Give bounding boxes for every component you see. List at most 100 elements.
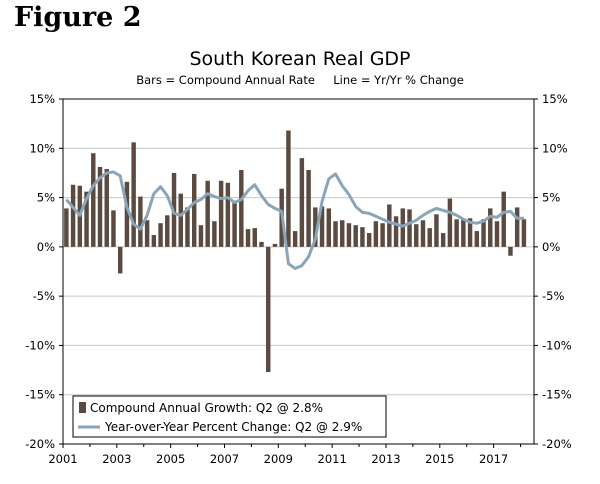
y-tick-label-left: 10% [29,141,55,155]
bar-2014Q2 [420,220,426,247]
bar-2003Q2 [124,181,130,247]
bar-2002Q2 [97,167,103,247]
x-tick-label: 2013 [371,452,400,466]
bar-2011Q4 [353,225,358,247]
bar-2003Q1 [117,246,123,274]
plot-frame [62,98,535,445]
bar-2004Q4 [165,215,170,247]
bar-2010Q3 [319,206,325,247]
bar-2009Q3 [292,231,298,247]
yoy-line [65,170,524,271]
legend-box [72,395,387,438]
y-tick-label-right: -20% [542,437,572,451]
bar-2016Q3 [481,219,486,247]
bar-2004Q1 [144,220,150,247]
bar-2015Q2 [447,198,453,247]
bar-2007Q3 [239,169,244,247]
bar-series [64,130,527,373]
bar-2011Q1 [333,221,338,247]
x-tick-label: 2011 [318,452,347,466]
bar-2015Q4 [461,219,466,247]
bar-2002Q3 [104,168,109,247]
legend-line-label: Year-over-Year Percent Change: Q2 @ 2.9% [104,420,362,434]
x-tick-label: 2017 [479,452,508,466]
bar-2006Q3 [212,221,217,247]
bar-2012Q2 [366,233,372,247]
bar-2015Q3 [454,219,459,247]
bar-2010Q2 [313,207,318,247]
bar-2014Q4 [434,214,439,247]
chart-title: South Korean Real GDP [189,48,411,70]
bar-2006Q2 [205,180,210,247]
bar-2007Q2 [232,202,237,247]
bar-2015Q1 [440,233,446,247]
bar-2013Q4 [407,209,412,247]
bar-2008Q2 [259,241,264,247]
bar-2012Q3 [373,221,379,247]
bar-2004Q3 [158,223,163,247]
x-tick-label: 2005 [156,452,185,466]
legend-bar-label: Compound Annual Growth: Q2 @ 2.8% [90,401,323,415]
bar-2005Q4 [191,173,197,247]
bar-2001Q1 [64,208,69,247]
x-tick-label: 2007 [210,452,239,466]
bar-2001Q2 [70,184,76,247]
x-tick-label: 2015 [425,452,454,466]
bar-2008Q1 [252,228,257,247]
bar-2010Q4 [326,208,331,247]
bar-2016Q1 [467,218,473,247]
y-tick-label-left: -10% [25,338,55,352]
bar-2005Q2 [178,193,183,247]
bar-2004Q2 [151,235,157,247]
x-tick-label: 2009 [264,452,293,466]
y-tick-label-right: 0% [542,240,560,254]
bar-2017Q3 [508,246,513,256]
bar-2003Q4 [138,196,143,247]
x-tick-label: 2003 [102,452,131,466]
bar-2011Q2 [340,220,345,247]
bar-2008Q4 [272,243,278,247]
axis-ticks: 15% 15% 10% 10% 5% 5% 0% 0% -5% -5% -10% -10% -15% -1… [25,92,572,466]
y-tick-label-left: 0% [37,240,55,254]
bar-2008Q3 [266,246,271,373]
bar-2006Q1 [198,225,204,247]
y-tick-label-left: 5% [37,191,55,205]
figure-label: Figure 2 [14,2,142,33]
bar-2007Q1 [225,182,231,247]
bar-2002Q1 [91,153,96,247]
bar-2002Q4 [111,210,116,247]
bar-2017Q1 [494,221,500,247]
y-tick-label-left: -20% [25,437,55,451]
y-tick-label-left: -15% [25,388,55,402]
bar-2016Q2 [474,231,480,247]
y-tick-label-left: -5% [33,289,55,303]
bar-2016Q4 [488,208,493,247]
bar-2014Q1 [414,224,419,247]
y-tick-label-right: -10% [542,338,572,352]
bar-2007Q4 [245,229,251,247]
y-tick-label-right: -15% [542,388,572,402]
bar-2017Q4 [514,207,520,247]
legend: Compound Annual Growth: Q2 @ 2.8% Year-o… [72,395,387,438]
bar-2012Q1 [360,227,365,247]
bar-2010Q1 [306,169,311,247]
y-tick-label-right: 15% [542,92,568,106]
x-tick-label: 2001 [48,452,77,466]
bar-2014Q3 [427,228,432,247]
y-tick-label-right: 5% [542,191,560,205]
bar-2012Q4 [380,223,385,247]
bar-2013Q2 [393,216,399,247]
y-tick-label-left: 15% [29,92,55,106]
line-series [65,170,524,271]
bar-2006Q4 [218,180,224,247]
y-tick-label-right: -5% [542,289,564,303]
bar-2005Q3 [185,207,190,247]
bar-2011Q3 [346,223,352,247]
bar-2003Q3 [131,142,136,247]
bar-2013Q1 [387,204,392,247]
y-tick-label-right: 10% [542,141,568,155]
bar-2009Q4 [299,158,305,247]
bar-2017Q2 [501,191,506,247]
chart-subtitle: Bars = Compound Annual Rate Line = Yr/Yr… [136,73,464,87]
